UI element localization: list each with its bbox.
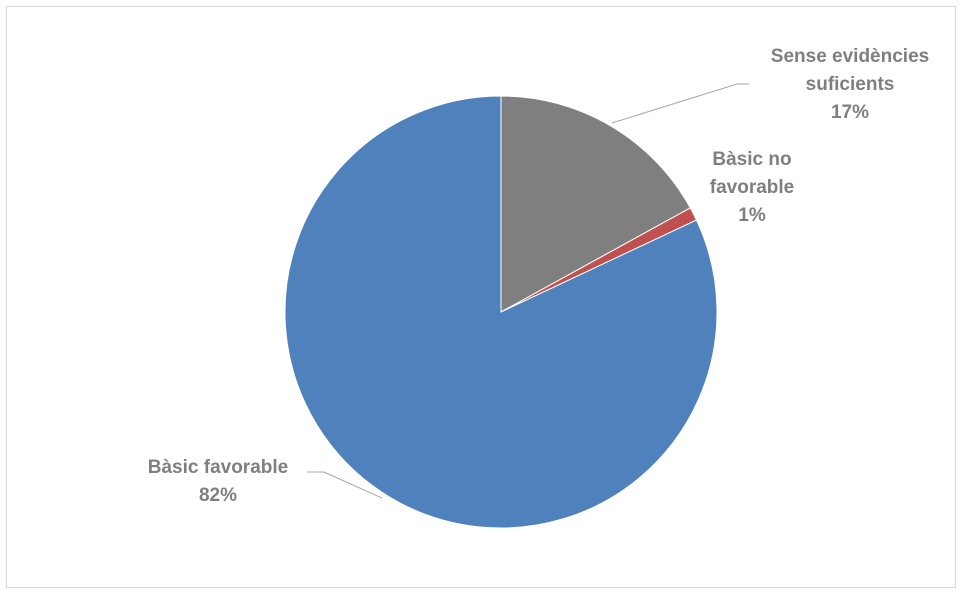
data-label-category: Bàsic no: [712, 149, 791, 170]
leader-lines: [307, 83, 749, 499]
data-label-percent: 82%: [199, 485, 237, 506]
data-label-category: suficients: [806, 74, 895, 95]
data-label-percent: 17%: [831, 102, 869, 123]
leader-line-sense-evidencies-suficients: [611, 83, 749, 124]
data-label-category: favorable: [710, 177, 794, 198]
data-label-category: Sense evidències: [771, 46, 929, 67]
data-labels: Sense evidències suficients 17% Bàsic no fav…: [148, 46, 929, 506]
data-label-basic-favorable: Bàsic favorable 82%: [148, 457, 288, 506]
data-label-basic-no-favorable: Bàsic no favorable 1%: [710, 149, 794, 226]
data-label-category: Bàsic favorable: [148, 457, 288, 478]
pie-slice-sense-evidencies-suficients: [500, 95, 691, 313]
data-label-percent: 1%: [738, 205, 766, 226]
leader-line-basic-favorable: [307, 471, 383, 499]
data-label-sense-evidencies-suficients: Sense evidències suficients 17%: [771, 46, 929, 123]
pie-slices: [284, 95, 718, 529]
pie-slice-basic-favorable: [284, 95, 718, 529]
